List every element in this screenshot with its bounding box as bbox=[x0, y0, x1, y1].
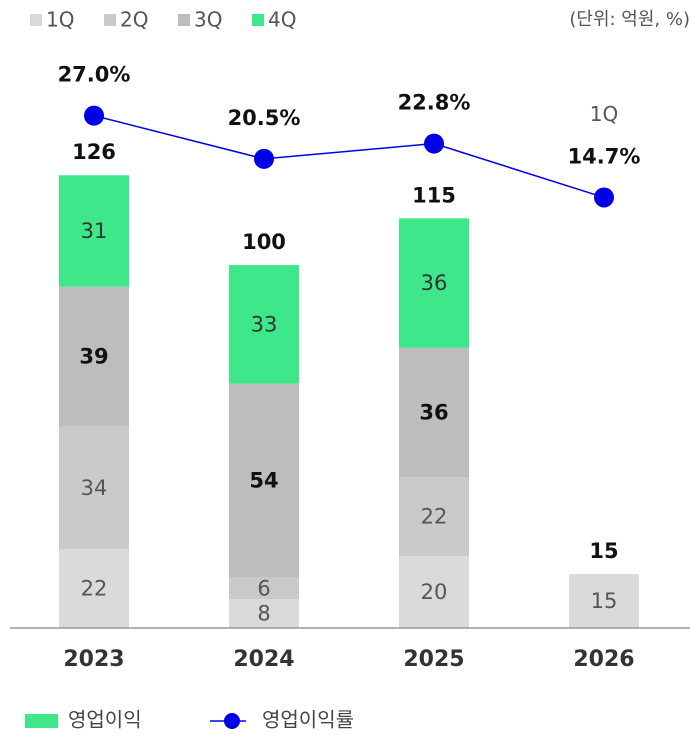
legend-swatch bbox=[252, 14, 264, 26]
legend-swatch bbox=[104, 14, 116, 26]
legend-swatch bbox=[25, 714, 58, 728]
legend-label: 2Q bbox=[120, 8, 148, 32]
legend-swatch bbox=[178, 14, 190, 26]
unit-note: (단위: 억원, %) bbox=[569, 9, 690, 30]
legend-label: 4Q bbox=[268, 8, 296, 32]
bar-segment bbox=[229, 265, 299, 384]
x-tick-label: 2026 bbox=[573, 647, 634, 672]
margin-point bbox=[424, 133, 444, 154]
bar-segment bbox=[229, 383, 299, 578]
segment-label: 31 bbox=[81, 219, 108, 243]
segment-label: 39 bbox=[79, 345, 108, 369]
total-label: 15 bbox=[589, 539, 618, 563]
bar-segment bbox=[399, 218, 469, 348]
total-label: 100 bbox=[242, 230, 286, 254]
margin-label: 20.5% bbox=[228, 106, 301, 130]
segment-label: 54 bbox=[249, 469, 278, 493]
legend-label: 영업이익 bbox=[68, 708, 142, 732]
segment-label: 33 bbox=[251, 312, 278, 336]
bar-segment bbox=[59, 548, 129, 628]
legend-swatch bbox=[30, 14, 42, 26]
bar-segment bbox=[229, 599, 299, 628]
segment-label: 36 bbox=[419, 400, 448, 424]
legend-label: 3Q bbox=[194, 8, 222, 32]
margin-label: 22.8% bbox=[398, 91, 471, 115]
margin-point bbox=[254, 148, 274, 169]
segment-label: 20 bbox=[421, 580, 448, 604]
bar-segment bbox=[59, 426, 129, 549]
bar-segment bbox=[399, 477, 469, 557]
margin-point bbox=[84, 105, 104, 126]
bar-segment bbox=[399, 347, 469, 478]
segment-label: 22 bbox=[81, 576, 108, 600]
margin-line bbox=[93, 114, 605, 199]
annotation: 1Q bbox=[590, 102, 618, 126]
margin-label: 27.0% bbox=[58, 63, 131, 87]
total-label: 126 bbox=[72, 140, 116, 164]
bar-segment bbox=[59, 286, 129, 427]
segment-label: 36 bbox=[421, 271, 448, 295]
x-tick-label: 2023 bbox=[63, 647, 124, 672]
bar-segment bbox=[229, 577, 299, 600]
x-tick-label: 2024 bbox=[233, 647, 294, 672]
segment-label: 8 bbox=[257, 602, 270, 626]
bar-segment bbox=[569, 574, 639, 628]
margin-point bbox=[594, 187, 614, 208]
segment-label: 15 bbox=[591, 589, 618, 613]
legend-label: 영업이익률 bbox=[262, 708, 354, 732]
segment-label: 34 bbox=[81, 476, 108, 500]
x-tick-label: 2025 bbox=[403, 647, 464, 672]
legend-marker bbox=[224, 713, 240, 729]
segment-label: 6 bbox=[257, 576, 270, 600]
total-label: 115 bbox=[412, 183, 456, 207]
bar-segment bbox=[59, 175, 129, 287]
margin-label: 14.7% bbox=[568, 144, 641, 168]
bar-segment bbox=[399, 556, 469, 628]
segment-label: 22 bbox=[421, 505, 448, 529]
legend-label: 1Q bbox=[46, 8, 74, 32]
